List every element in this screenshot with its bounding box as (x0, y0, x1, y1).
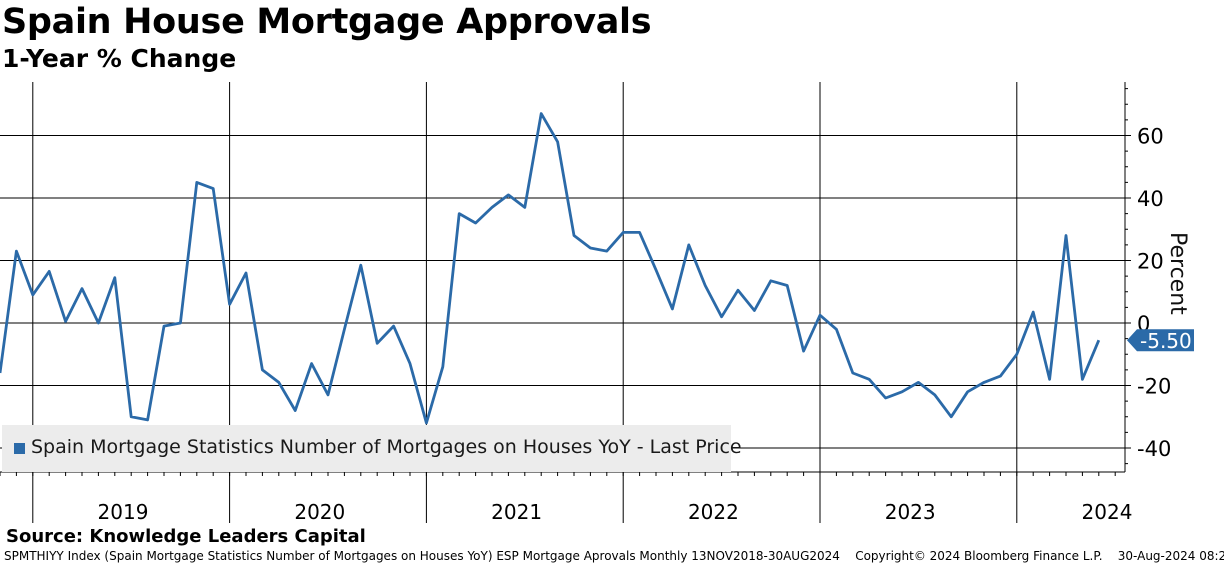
legend-swatch (14, 443, 25, 454)
legend-label: Spain Mortgage Statistics Number of Mort… (31, 436, 742, 458)
chart-title: Spain House Mortgage Approvals (2, 2, 652, 42)
y-tick-label: 20 (1137, 250, 1164, 274)
chart-subtitle: 1-Year % Change (2, 44, 237, 73)
x-tick-label: 2022 (688, 500, 739, 524)
footer-index-description: SPMTHIYY Index (Spain Mortgage Statistic… (4, 549, 840, 563)
footer-copyright: Copyright© 2024 Bloomberg Finance L.P. (855, 549, 1103, 563)
y-tick-label: -40 (1137, 437, 1171, 461)
x-tick-label: 2020 (294, 500, 345, 524)
x-tick-label: 2019 (98, 500, 149, 524)
y-tick-label: -20 (1137, 375, 1171, 399)
legend: Spain Mortgage Statistics Number of Mort… (2, 425, 742, 472)
source-note: Source: Knowledge Leaders Capital (6, 526, 366, 547)
series-line (0, 112, 1101, 425)
x-tick-label: 2021 (491, 500, 542, 524)
footer-timestamp: 30-Aug-2024 08:27:49 (1117, 549, 1224, 563)
last-price-label: -5.50 (1140, 329, 1192, 353)
bloomberg-footer: SPMTHIYY Index (Spain Mortgage Statistic… (4, 549, 1224, 563)
x-tick-label: 2023 (885, 500, 936, 524)
last-price-tag (1127, 329, 1194, 352)
x-tick-label: 2024 (1082, 500, 1133, 524)
y-tick-label: 40 (1137, 187, 1164, 211)
y-axis-label: Percent (1165, 232, 1190, 315)
y-tick-label: 60 (1137, 125, 1164, 149)
